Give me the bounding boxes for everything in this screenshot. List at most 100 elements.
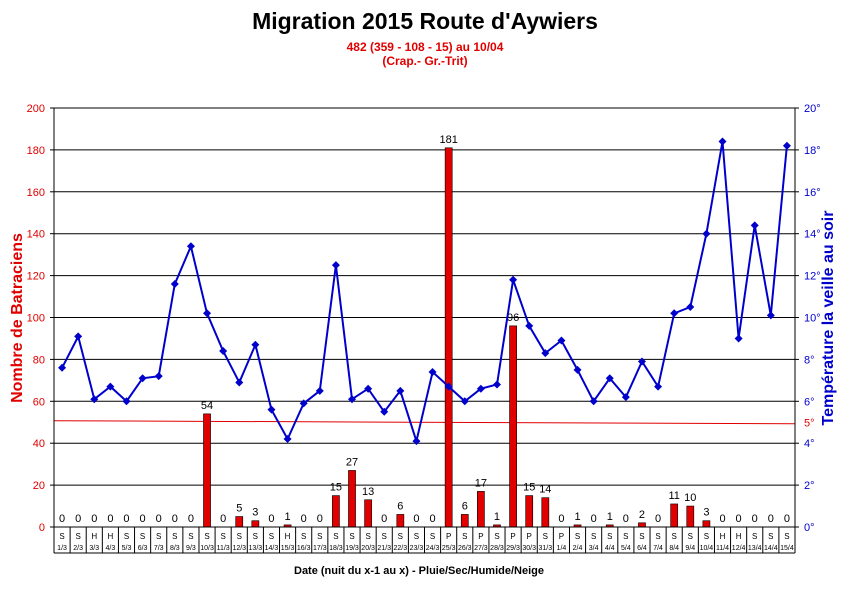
weather-label-18/3: S bbox=[333, 532, 338, 541]
date-label-12/4: 12/4 bbox=[732, 545, 746, 552]
weather-label-17/3: S bbox=[317, 532, 322, 541]
weather-label-1/3: S bbox=[59, 532, 64, 541]
weather-label-15/3: H bbox=[285, 532, 291, 541]
temperature-point-14/3 bbox=[267, 405, 276, 414]
y2-axis-label: Température la veille au soir bbox=[820, 211, 837, 426]
weather-label-7/3: S bbox=[156, 532, 161, 541]
temperature-point-7/3 bbox=[154, 372, 163, 381]
temperature-point-21/3 bbox=[380, 407, 389, 416]
bar-29/3 bbox=[509, 325, 517, 528]
bar-label-12/3: 5 bbox=[236, 503, 242, 515]
temperature-point-10/4 bbox=[702, 229, 711, 238]
y-tick-label: 0 bbox=[39, 522, 45, 534]
bar-label-9/3: 0 bbox=[188, 513, 194, 525]
bar-label-8/3: 0 bbox=[172, 513, 178, 525]
y-tick-label: 120 bbox=[27, 271, 45, 283]
weather-label-14/3: S bbox=[269, 532, 274, 541]
bar-label-23/3: 0 bbox=[413, 513, 419, 525]
date-label-23/3: 23/3 bbox=[410, 545, 424, 552]
date-label-6/4: 6/4 bbox=[637, 545, 647, 552]
temperature-point-2/3 bbox=[74, 332, 83, 341]
temperature-point-25/3 bbox=[444, 382, 453, 391]
temperature-point-16/3 bbox=[299, 399, 308, 408]
bar-label-26/3: 6 bbox=[462, 500, 468, 512]
bar-label-5/4: 0 bbox=[623, 513, 629, 525]
bar-label-13/3: 3 bbox=[252, 507, 258, 519]
bar-20/3 bbox=[364, 499, 372, 528]
y-tick-label: 160 bbox=[27, 187, 45, 199]
bar-25/3 bbox=[444, 147, 453, 528]
date-label-14/4: 14/4 bbox=[764, 545, 778, 552]
bar-27/3 bbox=[477, 491, 485, 528]
threshold-group: 5° bbox=[53, 417, 815, 429]
temperature-point-28/3 bbox=[492, 380, 501, 389]
bar-label-14/3: 0 bbox=[268, 513, 274, 525]
date-label-10/3: 10/3 bbox=[200, 545, 214, 552]
weather-label-24/3: S bbox=[430, 532, 435, 541]
date-label-24/3: 24/3 bbox=[426, 545, 440, 552]
date-label-22/3: 22/3 bbox=[394, 545, 408, 552]
bar-label-1/3: 0 bbox=[59, 513, 65, 525]
weather-label-11/3: S bbox=[220, 532, 225, 541]
temperature-point-22/3 bbox=[396, 386, 405, 395]
temperature-point-13/4 bbox=[750, 221, 759, 230]
temperature-point-15/3 bbox=[283, 435, 292, 444]
temperature-line bbox=[61, 141, 788, 445]
weather-label-9/4: S bbox=[688, 532, 693, 541]
temperature-point-23/3 bbox=[412, 437, 421, 446]
bar-label-27/3: 17 bbox=[475, 477, 487, 489]
weather-label-21/3: S bbox=[382, 532, 387, 541]
chart-title: Migration 2015 Route d'Aywiers bbox=[252, 8, 598, 34]
temperature-point-11/3 bbox=[219, 347, 228, 356]
temperature-point-3/3 bbox=[90, 395, 99, 404]
date-label-9/3: 9/3 bbox=[186, 545, 196, 552]
y2-tick-label: 14° bbox=[804, 229, 821, 241]
temperature-point-9/4 bbox=[686, 303, 695, 312]
date-label-28/3: 28/3 bbox=[490, 545, 504, 552]
bar-label-3/4: 0 bbox=[591, 513, 597, 525]
y2-tick-label: 10° bbox=[804, 313, 821, 325]
weather-label-6/3: S bbox=[140, 532, 145, 541]
date-label-3/4: 3/4 bbox=[589, 545, 599, 552]
weather-label-16/3: S bbox=[301, 532, 306, 541]
y2-tick-label: 12° bbox=[804, 271, 821, 283]
bar-label-20/3: 13 bbox=[362, 486, 374, 498]
temperature-point-13/3 bbox=[251, 340, 260, 349]
temperature-point-11/4 bbox=[718, 137, 727, 146]
weather-label-4/4: S bbox=[607, 532, 612, 541]
date-label-7/4: 7/4 bbox=[653, 545, 663, 552]
y2-tick-label: 8° bbox=[804, 354, 815, 366]
weather-label-12/4: H bbox=[736, 532, 742, 541]
weather-label-2/3: S bbox=[75, 532, 80, 541]
bar-series bbox=[203, 147, 711, 528]
temperature-point-24/3 bbox=[428, 367, 437, 376]
date-label-1/4: 1/4 bbox=[557, 545, 567, 552]
bar-label-31/3: 14 bbox=[539, 484, 551, 496]
y-tick-label: 200 bbox=[27, 103, 45, 115]
date-label-4/4: 4/4 bbox=[605, 545, 615, 552]
date-label-14/3: 14/3 bbox=[265, 545, 279, 552]
bar-label-10/4: 3 bbox=[703, 507, 709, 519]
bar-label-5/3: 0 bbox=[123, 513, 129, 525]
bar-label-6/3: 0 bbox=[140, 513, 146, 525]
y2-tick-label: 2° bbox=[804, 480, 815, 492]
weather-label-29/3: P bbox=[510, 532, 515, 541]
bar-6/4 bbox=[638, 522, 646, 528]
date-label-19/3: 19/3 bbox=[345, 545, 359, 552]
bar-30/3 bbox=[525, 495, 534, 528]
bar-label-29/3: 96 bbox=[507, 312, 519, 324]
weather-label-1/4: P bbox=[559, 532, 564, 541]
weather-label-10/3: S bbox=[204, 532, 209, 541]
y-tick-label: 60 bbox=[33, 396, 45, 408]
temperature-point-3/4 bbox=[589, 397, 598, 406]
temperature-point-27/3 bbox=[476, 384, 485, 393]
threshold-line bbox=[53, 420, 796, 425]
temperature-series bbox=[58, 137, 791, 446]
date-label-31/3: 31/3 bbox=[539, 545, 553, 552]
temperature-point-30/3 bbox=[525, 321, 534, 330]
weather-label-22/3: S bbox=[398, 532, 403, 541]
temperature-point-29/3 bbox=[509, 275, 518, 284]
bar-label-10/3: 54 bbox=[201, 400, 213, 412]
bar-10/4 bbox=[702, 520, 711, 528]
date-label-27/3: 27/3 bbox=[474, 545, 488, 552]
